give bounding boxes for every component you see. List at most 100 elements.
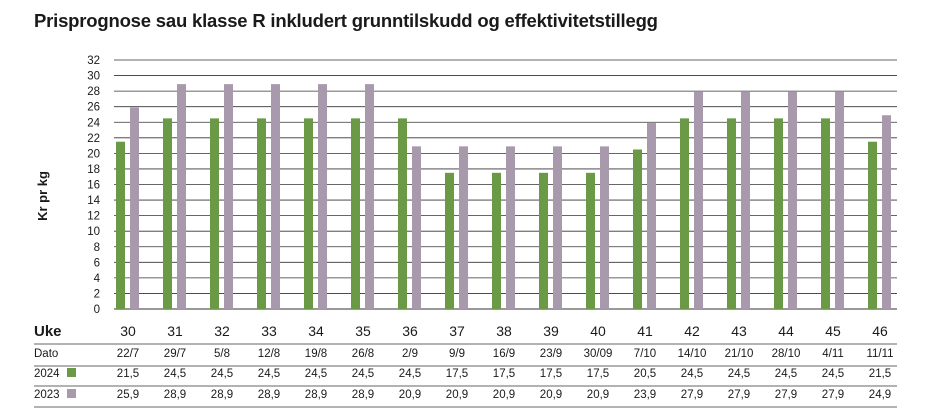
value-2024-label: 24,5 bbox=[258, 368, 280, 380]
value-2023-label: 27,9 bbox=[822, 389, 844, 401]
value-2024-label: 24,5 bbox=[211, 368, 233, 380]
date-label: 16/9 bbox=[493, 348, 515, 360]
legend-2024-label: 2024 bbox=[34, 368, 60, 380]
date-label: 19/8 bbox=[305, 348, 327, 360]
value-2024-label: 21,5 bbox=[117, 368, 139, 380]
value-2023-label: 20,9 bbox=[399, 389, 421, 401]
date-label: 23/9 bbox=[540, 348, 562, 360]
date-label: 14/10 bbox=[678, 348, 707, 360]
value-2024-label: 21,5 bbox=[869, 368, 891, 380]
value-2023-label: 28,9 bbox=[211, 389, 233, 401]
y-tick-label: 12 bbox=[87, 211, 100, 223]
y-tick-label: 0 bbox=[94, 304, 100, 316]
date-header: Dato bbox=[34, 348, 58, 360]
value-2024-label: 24,5 bbox=[399, 368, 421, 380]
y-tick-label: 18 bbox=[87, 164, 100, 176]
value-2024-label: 24,5 bbox=[728, 368, 750, 380]
value-2024-label: 24,5 bbox=[164, 368, 186, 380]
week-label: 36 bbox=[402, 323, 418, 339]
date-label: 30/09 bbox=[584, 348, 613, 360]
bar-2024 bbox=[539, 172, 548, 309]
chart-title: Prisprognose sau klasse R inkludert grun… bbox=[34, 10, 658, 31]
y-tick-label: 6 bbox=[94, 257, 100, 269]
bar-2023 bbox=[130, 107, 139, 309]
bar-2024 bbox=[868, 141, 877, 309]
bar-2024 bbox=[116, 141, 125, 309]
value-2023-label: 27,9 bbox=[681, 389, 703, 401]
week-label: 33 bbox=[261, 323, 277, 339]
week-label: 40 bbox=[590, 323, 606, 339]
bar-2023 bbox=[835, 91, 844, 309]
week-label: 46 bbox=[872, 323, 888, 339]
y-axis-label: Kr pr kg bbox=[35, 171, 50, 221]
value-2023-label: 27,9 bbox=[775, 389, 797, 401]
bar-2023 bbox=[882, 115, 891, 309]
bar-2023 bbox=[741, 91, 750, 309]
bar-2023 bbox=[318, 84, 327, 309]
bar-2023 bbox=[459, 146, 468, 309]
bar-2024 bbox=[445, 172, 454, 309]
week-label: 32 bbox=[214, 323, 230, 339]
y-tick-label: 14 bbox=[87, 195, 100, 207]
week-label: 38 bbox=[496, 323, 512, 339]
week-label: 44 bbox=[778, 323, 794, 339]
y-tick-label: 24 bbox=[87, 117, 100, 129]
value-2023-label: 20,9 bbox=[446, 389, 468, 401]
week-label: 39 bbox=[543, 323, 559, 339]
bar-2023 bbox=[177, 84, 186, 309]
value-2024-label: 24,5 bbox=[822, 368, 844, 380]
value-2024-label: 24,5 bbox=[681, 368, 703, 380]
value-2024-label: 17,5 bbox=[493, 368, 515, 380]
date-label: 29/7 bbox=[164, 348, 186, 360]
bar-2023 bbox=[647, 123, 656, 309]
bar-2023 bbox=[412, 146, 421, 309]
bar-2024 bbox=[163, 118, 172, 309]
legend-2024-swatch bbox=[67, 368, 76, 377]
y-tick-label: 30 bbox=[87, 71, 100, 83]
value-2024-label: 17,5 bbox=[540, 368, 562, 380]
value-2024-label: 24,5 bbox=[352, 368, 374, 380]
bar-2024 bbox=[257, 118, 266, 309]
bar-2024 bbox=[821, 118, 830, 309]
value-2024-label: 24,5 bbox=[305, 368, 327, 380]
value-2023-label: 24,9 bbox=[869, 389, 891, 401]
value-2024-label: 20,5 bbox=[634, 368, 656, 380]
value-2023-label: 27,9 bbox=[728, 389, 750, 401]
week-label: 43 bbox=[731, 323, 747, 339]
value-2023-label: 28,9 bbox=[164, 389, 186, 401]
week-label: 35 bbox=[355, 323, 371, 339]
value-2023-label: 23,9 bbox=[634, 389, 656, 401]
legend-2023-swatch bbox=[67, 389, 76, 398]
y-tick-label: 16 bbox=[87, 180, 100, 192]
week-label: 34 bbox=[308, 323, 324, 339]
date-label: 22/7 bbox=[117, 348, 139, 360]
value-2024-label: 17,5 bbox=[587, 368, 609, 380]
week-label: 41 bbox=[637, 323, 653, 339]
y-tick-label: 2 bbox=[94, 288, 100, 300]
value-2023-label: 28,9 bbox=[305, 389, 327, 401]
bar-2024 bbox=[774, 118, 783, 309]
bar-2024 bbox=[633, 149, 642, 309]
week-header: Uke bbox=[34, 323, 62, 340]
value-2024-label: 17,5 bbox=[446, 368, 468, 380]
date-label: 4/11 bbox=[822, 348, 844, 360]
bar-2024 bbox=[586, 172, 595, 309]
date-label: 26/8 bbox=[352, 348, 374, 360]
y-tick-label: 10 bbox=[87, 226, 100, 238]
bar-2024 bbox=[351, 118, 360, 309]
bar-2023 bbox=[271, 84, 280, 309]
y-tick-label: 28 bbox=[87, 86, 100, 98]
date-label: 7/10 bbox=[634, 348, 656, 360]
date-label: 2/9 bbox=[402, 348, 418, 360]
bar-2024 bbox=[680, 118, 689, 309]
date-label: 5/8 bbox=[214, 348, 230, 360]
bar-2024 bbox=[304, 118, 313, 309]
value-2023-label: 28,9 bbox=[352, 389, 374, 401]
bar-2023 bbox=[506, 146, 515, 309]
bar-2023 bbox=[600, 146, 609, 309]
week-label: 30 bbox=[120, 323, 136, 339]
week-label: 42 bbox=[684, 323, 700, 339]
value-2024-label: 24,5 bbox=[775, 368, 797, 380]
bar-2023 bbox=[365, 84, 374, 309]
